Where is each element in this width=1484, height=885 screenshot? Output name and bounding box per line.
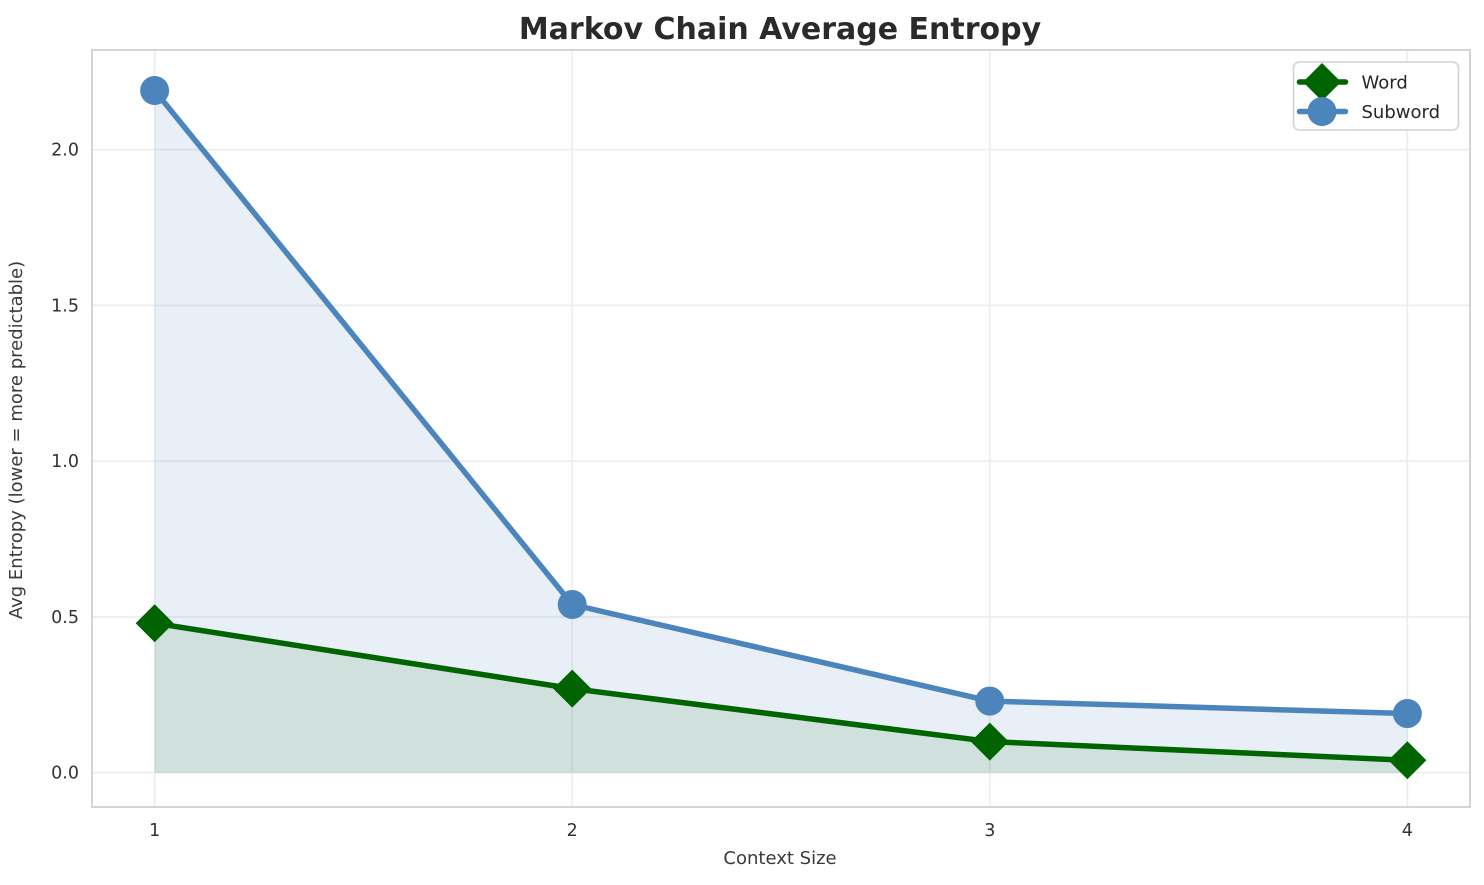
series-line-word	[151, 620, 1411, 764]
x-tick-label: 4	[1402, 821, 1413, 841]
series-layer	[135, 75, 1427, 780]
grid-layer	[91, 49, 1471, 808]
legend-item-word: Word	[1296, 63, 1408, 101]
marker-word-x4	[1388, 741, 1427, 780]
tick-layer: 0.0 0.5 1.0 1.5 2.0 1 2 3 4	[51, 141, 1413, 841]
legend: Word Subword	[1292, 61, 1460, 131]
legend-label: Subword	[1362, 102, 1441, 123]
legend-circle-icon	[1307, 97, 1337, 126]
legend-diamond-icon	[1303, 63, 1341, 101]
marker-subword-x2	[557, 590, 587, 620]
x-tick-label: 3	[984, 821, 995, 841]
chart-title: Markov Chain Average Entropy	[519, 12, 1042, 47]
series-line-subword	[151, 87, 1411, 717]
legend-item-subword: Subword	[1296, 97, 1441, 126]
plot-border	[91, 49, 1471, 808]
y-tick-label: 2.0	[51, 141, 79, 161]
legend-label: Word	[1362, 73, 1408, 94]
x-tick-label: 1	[149, 821, 160, 841]
marker-subword-x4	[1392, 699, 1422, 729]
y-axis-label: Avg Entropy (lower = more predictable)	[6, 261, 27, 619]
y-tick-label: 0.5	[51, 608, 79, 628]
area-fill-word	[154, 623, 1408, 773]
y-tick-label: 1.5	[51, 296, 79, 316]
x-tick-label: 2	[567, 821, 578, 841]
area-fill-subword	[154, 90, 1408, 773]
y-tick-label: 1.0	[51, 452, 79, 472]
marker-word-x3	[970, 722, 1009, 761]
y-tick-label: 0.0	[51, 764, 79, 784]
marker-subword-x3	[975, 686, 1005, 716]
marker-subword-x1	[140, 75, 170, 105]
x-axis-label: Context Size	[723, 848, 836, 869]
marker-word-x2	[553, 669, 592, 708]
marker-word-x1	[135, 604, 174, 643]
